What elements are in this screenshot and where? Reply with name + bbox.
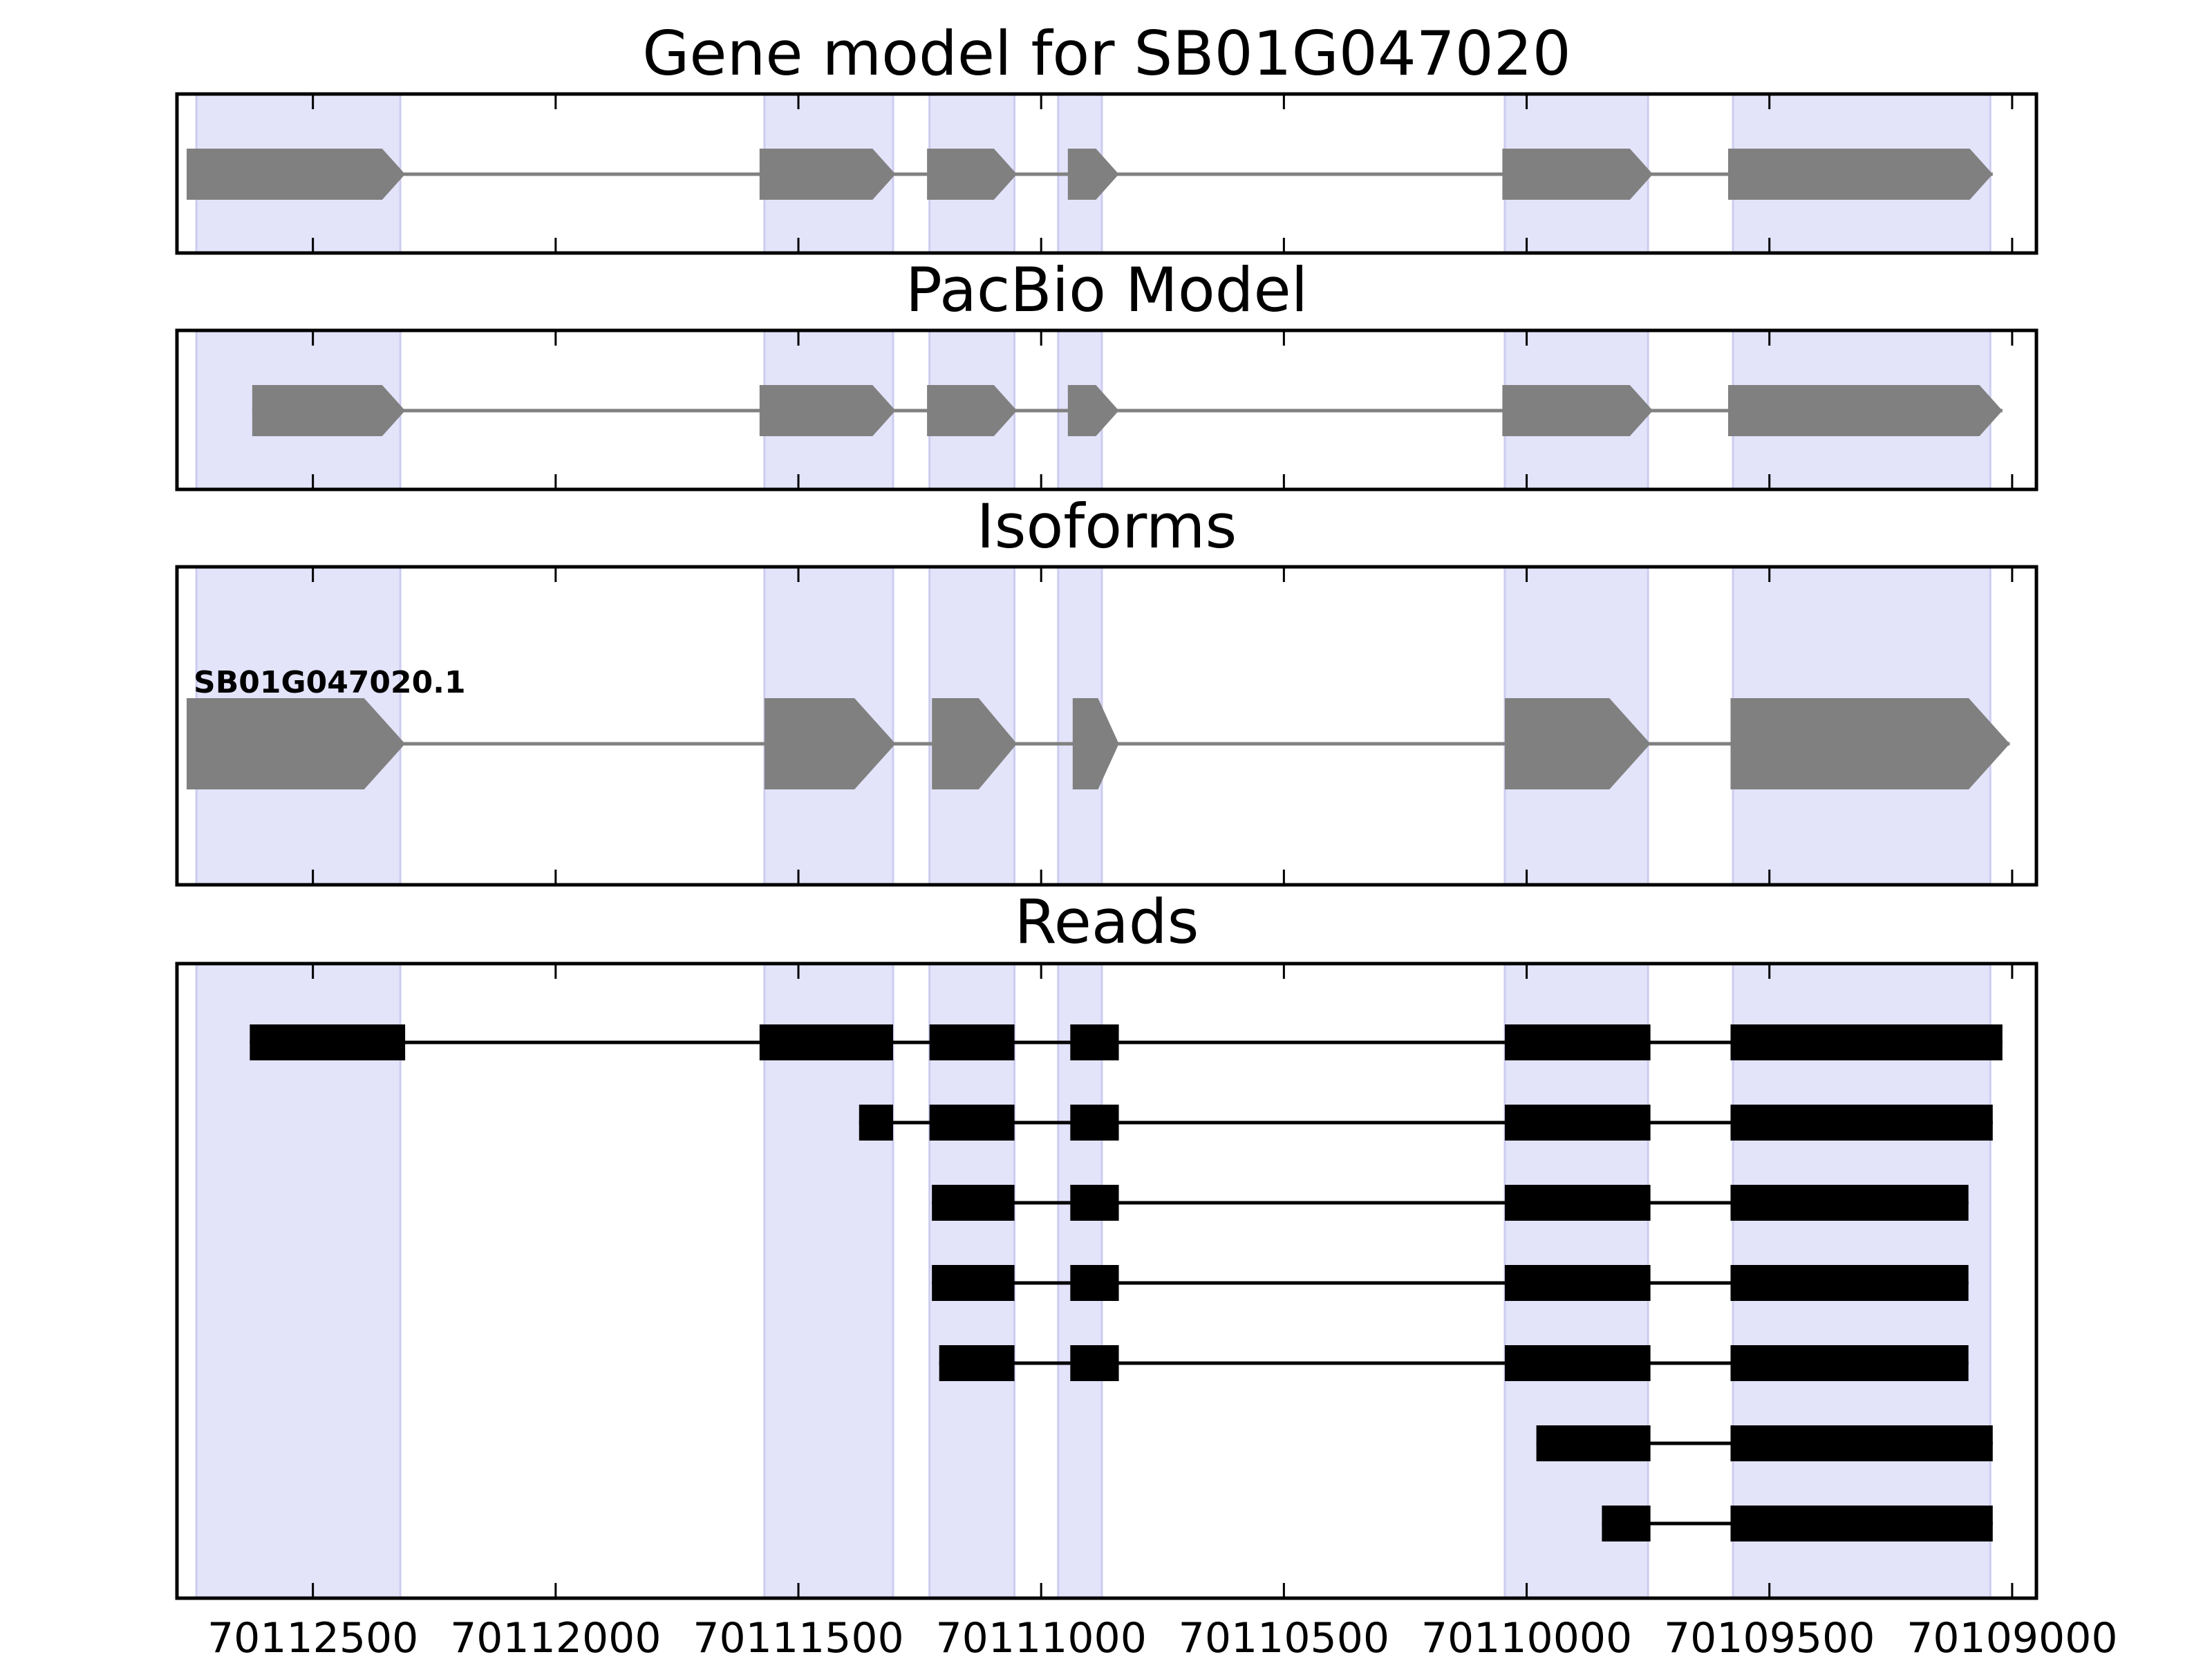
read-block bbox=[932, 1265, 1015, 1301]
read-block bbox=[939, 1345, 1015, 1381]
gene-model-panel bbox=[175, 92, 2038, 255]
exon-arrow bbox=[1730, 698, 2010, 789]
x-tick-label: 70109500 bbox=[1664, 1614, 1875, 1659]
read-block bbox=[1070, 1185, 1119, 1221]
isoform-label: SB01G047020.1 bbox=[194, 665, 466, 700]
exon-arrow bbox=[759, 385, 896, 436]
reads-panel bbox=[175, 962, 2038, 1600]
exon-arrow bbox=[1502, 149, 1653, 200]
read-block bbox=[1504, 1265, 1651, 1301]
read-block bbox=[1730, 1024, 2003, 1060]
read-block bbox=[1730, 1506, 1993, 1541]
read-block bbox=[929, 1024, 1015, 1060]
read-block bbox=[1730, 1425, 1993, 1461]
read-block bbox=[859, 1105, 893, 1141]
x-tick-label: 70112500 bbox=[207, 1614, 418, 1659]
read-block bbox=[1730, 1185, 1969, 1221]
panel-frame bbox=[175, 962, 2038, 1600]
exon-arrow bbox=[1502, 385, 1653, 436]
exon-arrow bbox=[1067, 149, 1119, 200]
x-tick-label: 70109000 bbox=[1906, 1614, 2117, 1659]
exon-arrow bbox=[252, 385, 406, 436]
pacbio-model-panel bbox=[175, 328, 2038, 491]
read-block bbox=[1602, 1506, 1651, 1541]
read-block bbox=[759, 1024, 893, 1060]
isoforms-panel bbox=[175, 565, 2038, 887]
exon-arrow bbox=[1728, 149, 1993, 200]
exon-arrow bbox=[1067, 385, 1119, 436]
read-block bbox=[1504, 1185, 1651, 1221]
exon-shading-band bbox=[195, 962, 402, 1600]
exon-arrow bbox=[1504, 698, 1651, 789]
read-block bbox=[1730, 1345, 1969, 1381]
panel-frame bbox=[175, 565, 2038, 887]
read-block bbox=[1504, 1345, 1651, 1381]
read-block bbox=[1730, 1265, 1969, 1301]
read-block bbox=[1070, 1105, 1119, 1141]
exon-arrow bbox=[927, 385, 1018, 436]
exon-arrow bbox=[1728, 385, 2003, 436]
x-tick-label: 70111500 bbox=[693, 1614, 903, 1659]
exon-shading-band bbox=[763, 962, 894, 1600]
x-tick-label: 70110000 bbox=[1421, 1614, 1632, 1659]
read-block bbox=[1070, 1345, 1119, 1381]
x-axis-tick-labels: 70112500 70112000 70111500 70111000 70110500… bbox=[207, 1614, 2118, 1659]
panel-title-gene-model: Gene model for SB01G047020 bbox=[642, 18, 1571, 89]
read-block bbox=[1070, 1265, 1119, 1301]
exon-arrow bbox=[932, 698, 1018, 789]
read-block bbox=[1504, 1105, 1651, 1141]
x-tick-label: 70112000 bbox=[450, 1614, 661, 1659]
read-block bbox=[1070, 1024, 1119, 1060]
panel-title-reads: Reads bbox=[1015, 886, 1199, 957]
read-block bbox=[250, 1024, 406, 1060]
x-tick-label: 70110500 bbox=[1179, 1614, 1389, 1659]
exon-arrow bbox=[1072, 698, 1119, 789]
read-block bbox=[1730, 1105, 1993, 1141]
exon-arrow bbox=[187, 149, 406, 200]
read-block bbox=[932, 1185, 1015, 1221]
exon-arrow bbox=[187, 698, 406, 789]
exon-arrow bbox=[764, 698, 896, 789]
exon-arrow bbox=[759, 149, 896, 200]
panel-title-pacbio-model: PacBio Model bbox=[906, 254, 1308, 326]
x-tick-label: 70111000 bbox=[935, 1614, 1146, 1659]
read-block bbox=[1504, 1024, 1651, 1060]
read-block bbox=[929, 1105, 1015, 1141]
panel-frame bbox=[175, 92, 2038, 255]
read-block bbox=[1536, 1425, 1651, 1461]
panel-title-isoforms: Isoforms bbox=[977, 491, 1237, 562]
exon-arrow bbox=[927, 149, 1018, 200]
panel-frame bbox=[175, 328, 2038, 491]
